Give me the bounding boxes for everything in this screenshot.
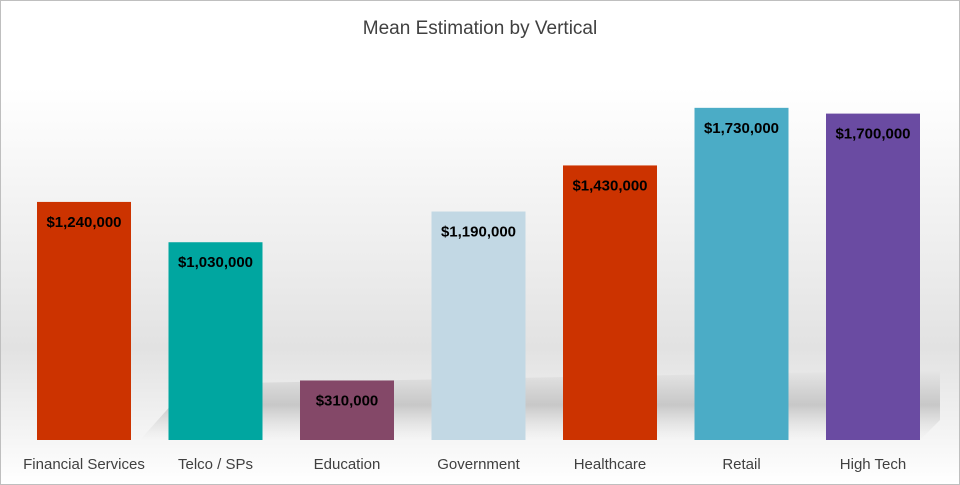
category-label: Financial Services [23,456,145,473]
data-label: $1,730,000 [704,120,779,137]
category-label: Healthcare [574,456,647,473]
bar [826,113,920,440]
bar [563,165,657,440]
category-label: Education [314,456,381,473]
data-label: $1,190,000 [441,224,516,241]
bar [694,107,789,440]
data-label: $1,700,000 [835,126,910,143]
category-label: Retail [722,456,760,473]
category-label: Telco / SPs [178,456,253,473]
category-label: High Tech [840,456,906,473]
data-label: $1,030,000 [178,254,253,271]
data-label: $310,000 [316,392,379,409]
chart-title: Mean Estimation by Vertical [363,18,597,39]
bar [431,211,526,440]
bar [300,380,394,440]
data-label: $1,430,000 [572,177,647,194]
bar [37,201,131,440]
bar [168,242,263,440]
data-label: $1,240,000 [46,214,121,231]
category-label: Government [437,456,520,473]
